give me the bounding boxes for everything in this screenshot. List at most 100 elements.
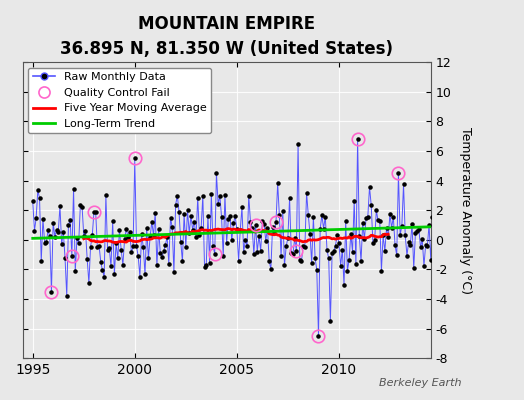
- Point: [126, 228, 134, 235]
- Y-axis label: Temperature Anomaly (°C): Temperature Anomaly (°C): [460, 127, 472, 294]
- Point: [272, 219, 280, 226]
- Point: [376, 217, 384, 224]
- Point: [296, 257, 304, 263]
- Point: [73, 235, 81, 241]
- Point: [364, 214, 372, 220]
- Point: [289, 251, 297, 258]
- Point: [280, 262, 289, 268]
- Point: [252, 222, 260, 228]
- Point: [236, 227, 244, 233]
- Point: [328, 250, 336, 256]
- Point: [93, 244, 102, 251]
- Point: [143, 225, 151, 231]
- Point: [338, 246, 346, 253]
- Point: [61, 255, 69, 262]
- Point: [161, 242, 170, 248]
- Point: [195, 231, 204, 238]
- Point: [320, 225, 328, 232]
- Point: [102, 192, 110, 199]
- Point: [217, 214, 226, 220]
- Point: [148, 219, 156, 225]
- Point: [308, 260, 316, 266]
- Point: [260, 220, 268, 227]
- Point: [331, 242, 340, 249]
- Point: [211, 250, 219, 257]
- Point: [141, 271, 149, 278]
- Point: [223, 240, 231, 246]
- Point: [342, 218, 350, 225]
- Point: [68, 252, 76, 259]
- Point: [47, 288, 56, 295]
- Point: [183, 207, 192, 214]
- Point: [103, 247, 112, 253]
- Point: [299, 242, 308, 249]
- Point: [323, 247, 331, 253]
- Point: [119, 262, 127, 268]
- Point: [274, 180, 282, 186]
- Point: [372, 207, 380, 214]
- Point: [90, 208, 98, 215]
- Point: [336, 263, 345, 269]
- Point: [425, 222, 433, 228]
- Point: [408, 220, 416, 227]
- Point: [302, 190, 311, 196]
- Point: [420, 262, 428, 269]
- Point: [178, 258, 187, 265]
- Point: [64, 222, 73, 228]
- Point: [249, 250, 258, 257]
- Point: [406, 242, 414, 248]
- Point: [76, 202, 84, 208]
- Point: [129, 243, 137, 250]
- Point: [343, 268, 352, 274]
- Point: [255, 233, 263, 239]
- Point: [374, 217, 382, 224]
- Point: [32, 215, 40, 221]
- Point: [340, 282, 348, 288]
- Point: [301, 244, 309, 250]
- Point: [137, 231, 146, 238]
- Point: [159, 248, 168, 254]
- Point: [163, 234, 171, 240]
- Point: [427, 256, 435, 263]
- Point: [413, 228, 421, 234]
- Point: [401, 232, 409, 238]
- Point: [392, 252, 401, 259]
- Point: [81, 228, 90, 234]
- Text: Berkeley Earth: Berkeley Earth: [379, 378, 461, 388]
- Point: [122, 226, 130, 232]
- Point: [333, 232, 342, 238]
- Point: [238, 204, 246, 210]
- Point: [69, 186, 78, 192]
- Point: [353, 136, 362, 142]
- Point: [410, 265, 418, 272]
- Point: [287, 249, 296, 256]
- Point: [28, 198, 37, 204]
- Point: [44, 227, 52, 234]
- Point: [294, 140, 302, 147]
- Point: [286, 195, 294, 201]
- Point: [175, 208, 183, 215]
- Point: [275, 212, 283, 218]
- Point: [149, 232, 158, 238]
- Point: [357, 258, 365, 264]
- Point: [389, 214, 398, 220]
- Point: [428, 214, 436, 220]
- Point: [245, 192, 253, 199]
- Point: [304, 212, 312, 218]
- Point: [314, 333, 323, 339]
- Point: [346, 231, 355, 237]
- Point: [292, 248, 301, 254]
- Point: [193, 195, 202, 201]
- Point: [110, 271, 118, 278]
- Point: [358, 220, 367, 227]
- Point: [205, 260, 214, 266]
- Point: [95, 242, 103, 249]
- Point: [117, 247, 125, 253]
- Point: [66, 217, 74, 223]
- Point: [40, 240, 49, 246]
- Point: [71, 268, 80, 275]
- Point: [253, 248, 261, 255]
- Point: [230, 220, 238, 226]
- Point: [115, 227, 124, 233]
- Point: [430, 198, 439, 204]
